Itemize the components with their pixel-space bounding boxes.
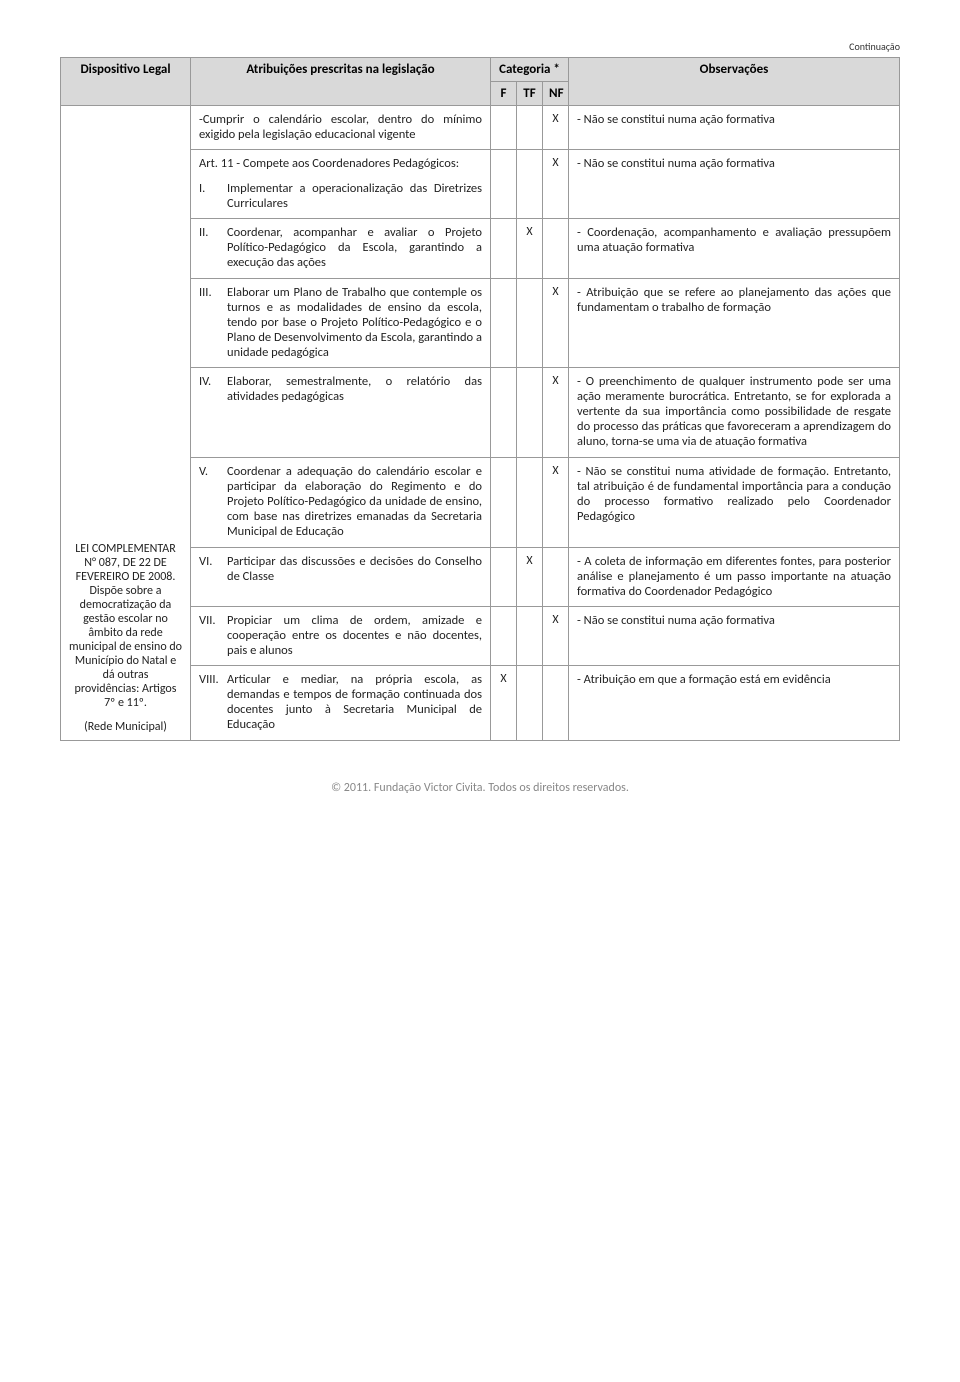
- attr-cell: III. Elaborar um Plano de Trabalho que c…: [191, 278, 491, 368]
- table-row: LEI COMPLEMENTAR N° 087, DE 22 DE FEVERE…: [61, 106, 900, 150]
- attr-text: Elaborar, semestralmente, o relatório da…: [227, 374, 482, 404]
- attr-text: Implementar a operacionalização das Dire…: [227, 181, 482, 211]
- legal-cell: LEI COMPLEMENTAR N° 087, DE 22 DE FEVERE…: [61, 106, 191, 741]
- attr-cell: VII. Propiciar um clima de ordem, amizad…: [191, 607, 491, 666]
- nf-cell: X: [543, 458, 569, 548]
- nf-cell: X: [543, 106, 569, 150]
- roman-label: II.: [199, 225, 227, 240]
- attr-text: Elaborar um Plano de Trabalho que contem…: [227, 285, 482, 360]
- roman-label: VIII.: [199, 672, 227, 687]
- f-cell: [491, 219, 517, 278]
- roman-label: VI.: [199, 554, 227, 569]
- tf-cell: [517, 106, 543, 150]
- attr-pre: Art. 11 - Compete aos Coordenadores Peda…: [199, 156, 482, 171]
- attr-text: Participar das discussões e decisões do …: [227, 554, 482, 584]
- tf-cell: [517, 458, 543, 548]
- f-cell: [491, 278, 517, 368]
- attr-cell: IV. Elaborar, semestralmente, o relatóri…: [191, 368, 491, 458]
- attr-text: Coordenar, acompanhar e avaliar o Projet…: [227, 225, 482, 270]
- header-tf: TF: [517, 82, 543, 106]
- tf-cell: [517, 607, 543, 666]
- table-body: LEI COMPLEMENTAR N° 087, DE 22 DE FEVERE…: [61, 106, 900, 741]
- obs-cell: - Atribuição que se refere ao planejamen…: [569, 278, 900, 368]
- f-cell: [491, 368, 517, 458]
- nf-cell: X: [543, 607, 569, 666]
- f-cell: X: [491, 666, 517, 741]
- tf-cell: X: [517, 219, 543, 278]
- f-cell: [491, 149, 517, 218]
- header-f: F: [491, 82, 517, 106]
- nf-cell: X: [543, 368, 569, 458]
- header-legal: Dispositivo Legal: [61, 58, 191, 106]
- attr-cell: V. Coordenar a adequação do calendário e…: [191, 458, 491, 548]
- header-cat: Categoria *: [491, 58, 569, 82]
- header-obs: Observações: [569, 58, 900, 106]
- attr-text: Propiciar um clima de ordem, amizade e c…: [227, 613, 482, 658]
- legal-text: LEI COMPLEMENTAR N° 087, DE 22 DE FEVERE…: [69, 542, 182, 710]
- page: Continuação Dispositivo Legal Atribuiçõe…: [0, 0, 960, 825]
- attr-cell: II. Coordenar, acompanhar e avaliar o Pr…: [191, 219, 491, 278]
- attr-text: Articular e mediar, na própria escola, a…: [227, 672, 482, 732]
- header-nf: NF: [543, 82, 569, 106]
- tf-cell: X: [517, 547, 543, 606]
- main-table: Dispositivo Legal Atribuições prescritas…: [60, 57, 900, 741]
- obs-cell: - Não se constitui numa ação formativa: [569, 149, 900, 218]
- attr-text: -Cumprir o calendário escolar, dentro do…: [199, 112, 482, 142]
- nf-cell: X: [543, 278, 569, 368]
- obs-cell: - A coleta de informação em diferentes f…: [569, 547, 900, 606]
- nf-cell: [543, 547, 569, 606]
- attr-text: Coordenar a adequação do calendário esco…: [227, 464, 482, 539]
- tf-cell: [517, 278, 543, 368]
- attr-cell: VIII. Articular e mediar, na própria esc…: [191, 666, 491, 741]
- roman-label: V.: [199, 464, 227, 479]
- header-attr: Atribuições prescritas na legislação: [191, 58, 491, 106]
- tf-cell: [517, 666, 543, 741]
- table-header: Dispositivo Legal Atribuições prescritas…: [61, 58, 900, 106]
- obs-cell: - Não se constitui numa atividade de for…: [569, 458, 900, 548]
- f-cell: [491, 458, 517, 548]
- nf-cell: [543, 666, 569, 741]
- tf-cell: [517, 368, 543, 458]
- obs-cell: - O preenchimento de qualquer instrument…: [569, 368, 900, 458]
- footer-text: © 2011. Fundação Victor Civita. Todos os…: [60, 781, 900, 795]
- legal-text2: (Rede Municipal): [69, 720, 182, 734]
- obs-cell: - Não se constitui numa ação formativa: [569, 106, 900, 150]
- nf-cell: X: [543, 149, 569, 218]
- obs-cell: - Não se constitui numa ação formativa: [569, 607, 900, 666]
- roman-label: IV.: [199, 374, 227, 389]
- f-cell: [491, 607, 517, 666]
- tf-cell: [517, 149, 543, 218]
- attr-cell: VI. Participar das discussões e decisões…: [191, 547, 491, 606]
- roman-label: VII.: [199, 613, 227, 628]
- attr-cell: -Cumprir o calendário escolar, dentro do…: [191, 106, 491, 150]
- roman-label: I.: [199, 181, 227, 196]
- continuation-label: Continuação: [60, 40, 900, 53]
- f-cell: [491, 547, 517, 606]
- attr-cell: Art. 11 - Compete aos Coordenadores Peda…: [191, 149, 491, 218]
- f-cell: [491, 106, 517, 150]
- nf-cell: [543, 219, 569, 278]
- obs-cell: - Atribuição em que a formação está em e…: [569, 666, 900, 741]
- obs-cell: - Coordenação, acompanhamento e avaliaçã…: [569, 219, 900, 278]
- roman-label: III.: [199, 285, 227, 300]
